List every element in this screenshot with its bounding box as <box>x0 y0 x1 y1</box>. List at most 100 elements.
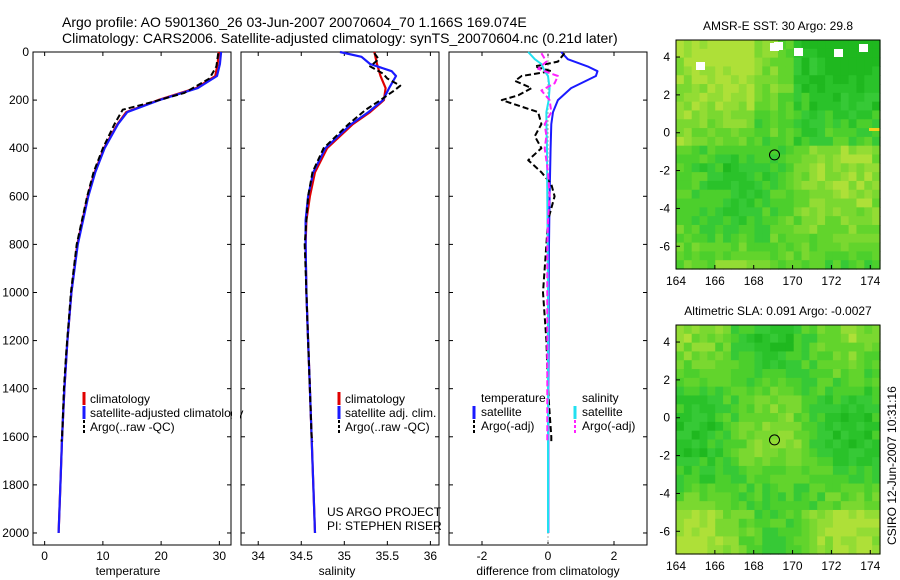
heatmap-cell <box>723 483 732 493</box>
heatmap-cell <box>801 48 810 59</box>
heatmap-cell <box>840 518 850 529</box>
heatmap-cell <box>809 40 818 50</box>
heatmap-cell <box>856 198 865 208</box>
heatmap-cell <box>738 413 748 423</box>
heatmap-cell <box>738 172 748 182</box>
heatmap-cell <box>793 207 803 217</box>
heatmap-cell <box>738 545 748 555</box>
heatmap-cell <box>832 483 842 493</box>
heatmap-cell <box>730 421 740 432</box>
heatmap-cell <box>715 351 724 361</box>
heatmap-cell <box>730 351 740 361</box>
heatmap-cell <box>676 216 685 226</box>
heatmap-cell <box>683 413 693 423</box>
heatmap-cell <box>738 501 748 511</box>
heatmap-cell <box>840 457 850 467</box>
heatmap-cell <box>715 421 724 432</box>
heatmap-cell <box>754 189 763 200</box>
heatmap-cell <box>699 395 708 405</box>
heatmap-cell <box>754 430 763 441</box>
heatmap-cell <box>864 342 873 353</box>
heatmap-cell <box>707 119 716 129</box>
heatmap-cell <box>746 260 756 270</box>
heatmap-cell <box>715 189 724 200</box>
heatmap-cell <box>840 119 850 129</box>
heatmap-cell <box>770 66 779 76</box>
heatmap-cell <box>730 128 740 138</box>
heatmap-cell <box>825 224 834 235</box>
heatmap-cell <box>676 251 685 261</box>
heatmap-cell <box>832 395 842 405</box>
heatmap-cell <box>840 360 850 370</box>
heatmap-cell <box>683 369 693 379</box>
heatmap-cell <box>730 474 740 485</box>
heatmap-cell <box>699 180 708 191</box>
heatmap-cell <box>699 224 708 235</box>
y-tick-label: 400 <box>9 141 29 155</box>
heatmap-cell <box>715 457 724 467</box>
heatmap-cell <box>707 501 716 511</box>
heatmap-cell <box>730 518 740 529</box>
heatmap-cell <box>699 439 708 449</box>
x-tick-label: -2 <box>477 549 488 563</box>
heatmap-cell <box>738 325 748 335</box>
heatmap-cell <box>778 404 787 414</box>
temperature-plot-frame <box>32 51 232 546</box>
heatmap-cell <box>746 40 756 50</box>
heatmap-cell <box>809 465 818 476</box>
heatmap-cell <box>730 154 740 164</box>
heatmap-cell <box>825 465 834 476</box>
heatmap-cell <box>691 413 701 423</box>
heatmap-cell <box>691 369 701 379</box>
heatmap-cell <box>825 233 834 244</box>
heatmap-cell <box>785 483 795 493</box>
heatmap-cell <box>730 224 740 235</box>
heatmap-cell <box>723 242 732 252</box>
heatmap-cell <box>848 224 858 235</box>
heatmap-cell <box>699 66 708 76</box>
heatmap-cell <box>730 413 740 423</box>
heatmap-cell <box>840 40 850 50</box>
heatmap-cell <box>864 509 873 520</box>
heatmap-cell <box>754 404 763 414</box>
heatmap-cell <box>762 57 771 68</box>
heatmap-cell <box>730 145 740 156</box>
heatmap-cell <box>715 180 724 191</box>
heatmap-cell <box>864 66 873 76</box>
heatmap-cell <box>730 207 740 217</box>
heatmap-cell <box>762 333 771 344</box>
heatmap-cell <box>699 342 708 353</box>
heatmap-cell <box>801 386 810 397</box>
heatmap-cell <box>754 501 763 511</box>
x-tick-label: 10 <box>96 549 110 563</box>
heatmap-cell <box>872 92 881 103</box>
heatmap-cell <box>699 233 708 244</box>
map-x-tick-label: 172 <box>821 559 841 573</box>
heatmap-cell <box>723 439 732 449</box>
heatmap-cell <box>778 342 787 353</box>
heatmap-cell <box>723 501 732 511</box>
heatmap-cell <box>754 483 763 493</box>
heatmap-cell <box>762 66 771 76</box>
heatmap-cell <box>746 492 756 502</box>
heatmap-cell <box>778 136 787 147</box>
heatmap-cell <box>770 518 779 529</box>
heatmap-cell <box>699 101 708 112</box>
heatmap-cell <box>809 172 818 182</box>
heatmap-cell <box>754 128 763 138</box>
heatmap-cell <box>715 163 724 173</box>
heatmap-cell <box>707 351 716 361</box>
heatmap-cell <box>832 216 842 226</box>
heatmap-cell <box>872 128 881 138</box>
heatmap-cell <box>825 509 834 520</box>
heatmap-cell <box>825 518 834 529</box>
heatmap-cell <box>848 386 858 397</box>
heatmap-cell <box>715 233 724 244</box>
heatmap-cell <box>825 101 834 112</box>
heatmap-cell <box>762 483 771 493</box>
heatmap-cell <box>801 180 810 191</box>
heatmap-cell <box>872 474 881 485</box>
heatmap-cell <box>715 386 724 397</box>
heatmap-cell <box>778 501 787 511</box>
series-line-argo <box>303 52 402 442</box>
